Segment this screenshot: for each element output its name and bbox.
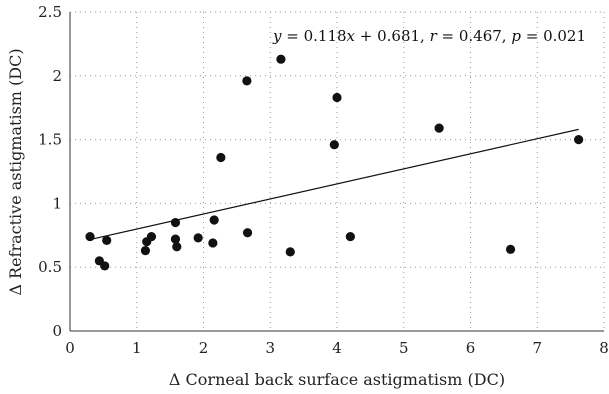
data-point (505, 244, 516, 254)
data-point (193, 233, 203, 243)
x-tick-label: 6 (466, 339, 476, 357)
x-tick-label: 5 (399, 339, 409, 357)
y-tick-label: 0.5 (38, 258, 62, 276)
y-tick-label: 2.5 (38, 3, 62, 21)
axes (69, 12, 604, 332)
annotation-p-var: p (511, 27, 521, 45)
data-point (329, 140, 339, 150)
data-point (170, 217, 181, 228)
annotation-y-var: y (272, 27, 282, 45)
x-axis-title: Δ Corneal back surface astigmatism (DC) (169, 370, 505, 389)
x-tick-label: 4 (332, 339, 342, 357)
y-tick-label: 1.5 (38, 131, 62, 149)
y-tick-label: 2 (52, 67, 62, 85)
regression-annotation: y = 0.118x + 0.681, r = 0.467, p = 0.021 (272, 27, 586, 45)
annotation-r-var: r (430, 27, 438, 45)
data-point (242, 228, 253, 238)
data-point (146, 231, 157, 242)
data-point (276, 54, 286, 64)
data-point (100, 261, 110, 271)
data-point (208, 238, 218, 248)
data-point (209, 215, 219, 225)
data-point (102, 235, 112, 246)
grid-lines (70, 11, 605, 331)
data-point (170, 234, 181, 244)
annotation-x-var: x (347, 27, 356, 45)
data-point (85, 231, 95, 242)
annotation-intercept: + 0.681, (355, 27, 430, 45)
y-tick-label: 0 (52, 322, 62, 340)
x-tick-labels: 0 1 2 3 4 5 6 7 8 (65, 339, 609, 357)
data-point (434, 123, 444, 133)
data-point (172, 242, 182, 252)
data-point (345, 231, 355, 242)
x-tick-label: 2 (199, 339, 209, 357)
data-point (242, 76, 252, 86)
y-tick-labels: 0 0.5 1 1.5 2 2.5 (38, 3, 62, 340)
data-point (332, 92, 342, 103)
y-axis-title: Δ Refractive astigmatism (DC) (6, 48, 25, 295)
x-tick-label: 7 (532, 339, 542, 357)
data-point (574, 135, 584, 145)
data-point (216, 152, 226, 163)
annotation-p-value: = 0.021 (521, 27, 586, 45)
data-point (285, 247, 295, 257)
x-tick-label: 1 (132, 339, 142, 357)
x-tick-label: 8 (599, 339, 609, 357)
x-tick-label: 0 (65, 339, 75, 357)
x-tick-label: 3 (265, 339, 275, 357)
annotation-slope: = 0.118 (281, 27, 346, 45)
data-point (140, 246, 151, 256)
y-tick-label: 1 (52, 194, 62, 212)
data-points (85, 54, 584, 271)
annotation-r-value: = 0.467, (437, 27, 512, 45)
